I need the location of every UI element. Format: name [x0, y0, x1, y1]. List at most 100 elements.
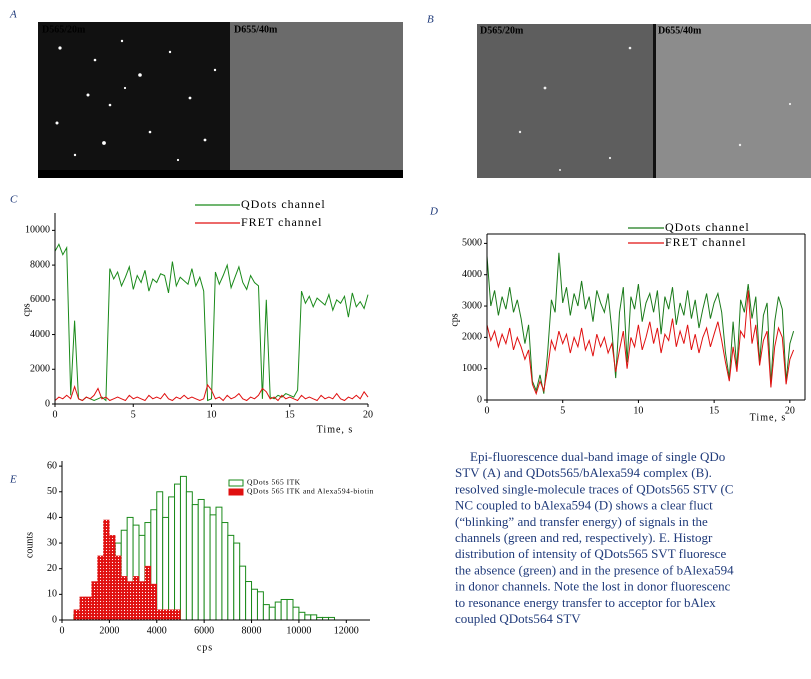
histogram-bar [132, 576, 140, 621]
x-tick-label: 0 [60, 625, 65, 636]
histogram-bar [162, 609, 169, 621]
y-tick-label: 0 [477, 394, 482, 405]
histogram-bar [79, 596, 86, 621]
y-tick-label: 30 [47, 537, 57, 548]
legend-label: QDots 565 ITK and Alexa594-biotin [247, 487, 374, 496]
y-tick-label: 8000 [30, 259, 50, 270]
histogram-bar [280, 598, 288, 621]
histogram-bar [268, 606, 276, 621]
histogram-bar [109, 535, 116, 621]
x-tick-label: 5 [560, 405, 565, 416]
x-axis-label: Time, s [750, 412, 787, 423]
x-tick-label: 10 [633, 405, 643, 416]
y-tick-label: 40 [47, 512, 57, 523]
x-tick-label: 12000 [334, 625, 359, 636]
x-tick-label: 5 [131, 409, 136, 420]
histogram-bar [227, 534, 235, 621]
panel-label: C [10, 194, 18, 206]
histogram-bar [144, 565, 152, 621]
caption-line: NC coupled to bAlexa594 (D) shows a clea… [455, 498, 713, 513]
y-tick-label: 10000 [25, 225, 50, 236]
histogram-bar [304, 614, 312, 621]
image-a [38, 22, 403, 178]
series-line [54, 243, 369, 402]
legend-label: QDots channel [241, 197, 326, 211]
histogram-bar [115, 555, 122, 621]
x-tick-label: 8000 [242, 625, 262, 636]
histogram-bar [150, 583, 158, 621]
series-line [54, 383, 369, 402]
histogram-bar [73, 609, 81, 621]
y-axis-label: cps [449, 313, 460, 326]
caption-line: (“blinking” and transfer energy) of sign… [455, 514, 708, 529]
y-tick-label: 2000 [462, 332, 482, 343]
x-tick-label: 2000 [99, 625, 119, 636]
histogram-bar [156, 491, 164, 621]
legend-label: FRET channel [241, 215, 322, 229]
histogram-bar [156, 609, 163, 621]
channel-label: D565/20m [480, 25, 524, 36]
histogram-bar [103, 519, 110, 621]
y-tick-label: 5000 [462, 238, 482, 249]
y-tick-label: 50 [47, 486, 57, 497]
histogram-bar [251, 588, 258, 621]
x-tick-label: 0 [53, 409, 58, 420]
histogram-bar [310, 614, 318, 621]
histogram-bar [91, 581, 98, 621]
y-tick-label: 4000 [462, 269, 482, 280]
histogram-bar [185, 491, 193, 621]
histogram-bar [256, 591, 264, 621]
histogram-bar [168, 609, 175, 621]
histogram-bar [203, 506, 211, 621]
y-tick-label: 1000 [462, 363, 482, 374]
histogram-bar [239, 565, 247, 621]
histogram-bar [120, 576, 128, 621]
histogram-bar [174, 609, 181, 621]
image-b [477, 24, 811, 178]
histogram-bar [262, 604, 270, 621]
caption-line: resolved single-molecule traces of QDots… [455, 481, 733, 496]
y-axis-label: cps [21, 303, 32, 316]
y-tick-label: 3000 [462, 300, 482, 311]
histogram-bar [215, 506, 223, 621]
legend-label: FRET channel [665, 235, 746, 249]
y-axis-label: counts [24, 532, 35, 558]
caption-line: to resonance energy transfer to acceptor… [455, 595, 716, 610]
channel-label: D655/40m [658, 25, 702, 36]
caption-line: the absence (green) and in the presence … [455, 562, 734, 577]
legend-swatch [228, 488, 244, 496]
x-tick-label: 6000 [194, 625, 214, 636]
x-tick-label: 4000 [147, 625, 167, 636]
x-tick-label: 0 [485, 405, 490, 416]
y-tick-label: 0 [45, 398, 50, 409]
series-line [486, 290, 795, 396]
panel-label: E [9, 474, 17, 486]
channel-label: D565/20m [42, 24, 86, 35]
histogram-bar [286, 598, 294, 621]
histogram-bar [179, 475, 187, 621]
histogram-bar [168, 496, 176, 621]
histogram-bar [221, 522, 229, 621]
y-tick-label: 6000 [30, 294, 50, 305]
panel-label: B [427, 14, 434, 26]
x-axis-label: Time, s [317, 424, 354, 435]
histogram-bar [209, 514, 217, 621]
caption-line: STV (A) and QDots565/bAlexa594 complex (… [455, 465, 712, 480]
y-tick-label: 20 [47, 563, 57, 574]
x-tick-label: 15 [709, 405, 719, 416]
histogram-bar [138, 581, 146, 621]
histogram-bar [191, 504, 199, 621]
x-tick-label: 20 [363, 409, 373, 420]
x-axis-label: cps [197, 642, 213, 653]
caption-line: distribution of intensity of QDots565 SV… [455, 546, 727, 561]
legend-label: QDots 565 ITK [247, 478, 301, 487]
histogram-bar [233, 542, 241, 621]
caption-line: channels (green and red, respectively). … [455, 530, 713, 545]
caption-line: in donor channels. Note the lost in dono… [455, 579, 731, 594]
histogram-bar [245, 581, 253, 621]
histogram-bar [162, 516, 170, 621]
histogram-bar [97, 555, 104, 621]
y-tick-label: 10 [47, 589, 57, 600]
caption-line: Epi-fluorescence dual-band image of sing… [470, 449, 725, 464]
